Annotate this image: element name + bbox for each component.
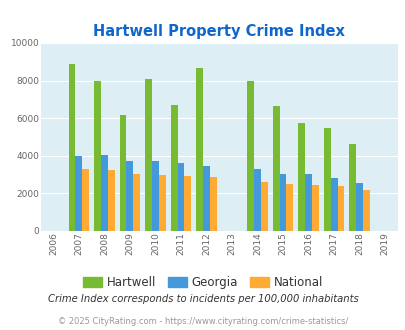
Bar (362, 190, 369, 231)
Bar (298, 123, 305, 231)
Bar (323, 128, 330, 231)
Bar (75, 156, 82, 231)
Bar (184, 177, 191, 231)
Bar (260, 182, 267, 231)
Bar (133, 174, 140, 231)
Bar (272, 106, 279, 231)
Bar (279, 174, 286, 231)
Bar (94, 81, 101, 231)
Bar (68, 64, 75, 231)
Bar (305, 174, 311, 231)
Bar (108, 170, 115, 231)
Title: Hartwell Property Crime Index: Hartwell Property Crime Index (93, 24, 344, 39)
Bar (170, 105, 177, 231)
Bar (126, 161, 133, 231)
Bar (254, 169, 260, 231)
Bar (330, 178, 337, 231)
Bar (348, 144, 355, 231)
Bar (177, 163, 184, 231)
Bar (158, 175, 165, 231)
Bar (202, 166, 209, 231)
Text: © 2025 CityRating.com - https://www.cityrating.com/crime-statistics/: © 2025 CityRating.com - https://www.city… (58, 317, 347, 326)
Bar (151, 161, 158, 231)
Bar (311, 185, 318, 231)
Bar (247, 82, 254, 231)
Bar (355, 183, 362, 231)
Bar (196, 68, 202, 231)
Bar (286, 184, 293, 231)
Bar (82, 169, 89, 231)
Text: Crime Index corresponds to incidents per 100,000 inhabitants: Crime Index corresponds to incidents per… (47, 294, 358, 304)
Bar (101, 155, 108, 231)
Bar (145, 79, 151, 231)
Bar (119, 115, 126, 231)
Legend: Hartwell, Georgia, National: Hartwell, Georgia, National (78, 272, 327, 294)
Bar (337, 186, 343, 231)
Bar (209, 178, 216, 231)
